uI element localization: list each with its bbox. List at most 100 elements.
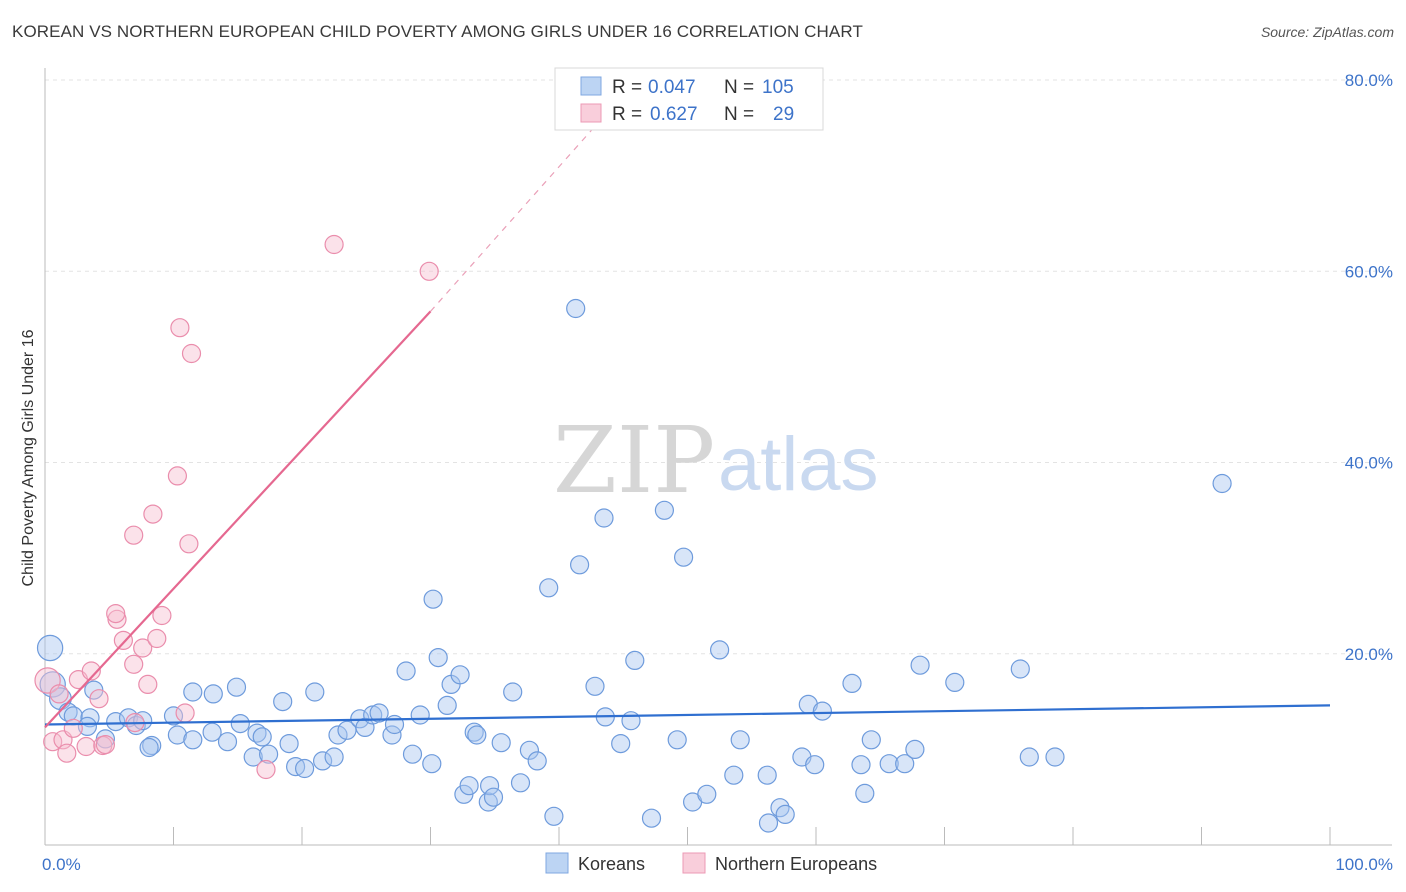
korean-point — [879, 754, 899, 774]
northern-european-point — [133, 638, 153, 658]
korean-point — [450, 665, 470, 685]
korean-point — [279, 733, 299, 754]
korean-point — [855, 783, 875, 804]
korean-point — [422, 754, 442, 774]
northern-european-point — [95, 734, 116, 755]
trend-line-koreans — [44, 704, 1331, 726]
korean-point — [464, 722, 484, 742]
northern-european-point — [49, 684, 69, 704]
korean-point — [273, 691, 293, 712]
korean-point — [410, 705, 430, 725]
korean-point — [183, 682, 203, 702]
korean-point — [142, 735, 162, 756]
korean-point — [259, 744, 279, 764]
northern-european-point — [124, 654, 144, 674]
korean-point — [1045, 747, 1065, 767]
axes — [44, 68, 1392, 846]
korean-point — [167, 725, 187, 745]
legend-n-label-koreans: N = — [724, 77, 754, 98]
trend-line-northern-europeans — [44, 310, 432, 729]
legend-r-label-northern-europeans: R = — [612, 104, 642, 125]
x-tick-label: 100.0% — [1335, 855, 1393, 874]
korean-point — [324, 747, 344, 767]
korean-point — [230, 713, 250, 734]
korean-point — [202, 722, 222, 742]
legend-n-value-koreans: 105 — [762, 77, 794, 98]
korean-point — [305, 682, 325, 702]
northern-european-point — [256, 759, 276, 780]
korean-point — [566, 298, 586, 319]
korean-point — [437, 695, 457, 716]
korean-point — [106, 711, 126, 732]
korean-point — [697, 784, 717, 804]
northern-european-point — [181, 343, 202, 364]
korean-point — [569, 555, 590, 575]
korean-point — [805, 755, 825, 775]
korean-point — [467, 725, 487, 745]
bottom-legend-northern-europeans: Northern Europeans — [715, 854, 877, 874]
y-axis-label: Child Poverty Among Girls Under 16 — [20, 329, 37, 586]
korean-point — [519, 740, 540, 760]
korean-point — [1212, 473, 1232, 494]
y-tick-labels: 20.0% 40.0% 60.0% 80.0% — [1345, 71, 1393, 664]
x-tick-label: 0.0% — [42, 855, 81, 874]
korean-point — [243, 747, 263, 767]
northern-european-point — [175, 703, 195, 723]
korean-point — [544, 806, 564, 826]
korean-point — [594, 508, 614, 528]
korean-point — [709, 640, 730, 660]
korean-point — [812, 701, 833, 721]
korean-point — [139, 737, 159, 758]
korean-point — [428, 647, 448, 668]
bottom-legend-swatch-northern-europeans — [682, 852, 706, 874]
northern-european-point — [63, 718, 83, 738]
northern-european-point — [179, 534, 199, 554]
northern-european-point — [81, 661, 101, 681]
korean-point — [491, 733, 511, 753]
northern-european-point — [57, 743, 77, 763]
legend-r-value-northern-europeans: 0.627 — [650, 104, 698, 125]
legend-r-value-koreans: 0.047 — [648, 77, 696, 98]
korean-point — [851, 755, 871, 775]
northern-european-point — [76, 736, 96, 757]
legend-swatch-koreans — [580, 76, 602, 96]
northern-european-point — [167, 466, 187, 486]
korean-point — [758, 813, 779, 833]
northern-european-point — [138, 674, 158, 695]
legend-r-label-koreans: R = — [612, 77, 642, 98]
y-tick-label: 20.0% — [1345, 645, 1393, 664]
bottom-legend: Koreans Northern Europeans — [545, 852, 877, 874]
chart-title: KOREAN VS NORTHERN EUROPEAN CHILD POVERT… — [12, 22, 863, 41]
korean-point — [483, 787, 504, 807]
korean-point — [396, 661, 416, 681]
northern-european-point — [324, 234, 344, 255]
korean-point — [217, 732, 238, 752]
korean-point — [247, 723, 267, 743]
korean-point — [226, 677, 247, 697]
korean-point — [402, 744, 423, 764]
korean-point — [861, 730, 881, 750]
legend-n-label-northern-europeans: N = — [724, 104, 754, 125]
y-tick-label: 80.0% — [1345, 71, 1393, 90]
legend-swatch-northern-europeans — [580, 103, 602, 123]
korean-point — [905, 739, 925, 760]
korean-point — [945, 672, 965, 693]
korean-point — [295, 758, 315, 779]
source-label: Source: ZipAtlas.com — [1260, 24, 1394, 40]
korean-point — [611, 733, 631, 754]
northern-european-point — [419, 261, 439, 281]
korean-point — [730, 730, 750, 750]
northern-european-point — [143, 504, 163, 524]
legend: R = 0.047 N = 105 R = 0.627 N = 29 — [554, 67, 824, 131]
korean-point — [895, 754, 915, 774]
korean-point — [724, 765, 744, 785]
korean-point — [1019, 747, 1039, 767]
korean-point — [459, 776, 479, 796]
korean-point — [510, 773, 531, 793]
northern-european-point — [113, 630, 134, 651]
bottom-legend-swatch-koreans — [545, 852, 569, 874]
korean-point — [328, 725, 348, 745]
korean-point — [654, 500, 675, 520]
korean-point — [757, 765, 777, 785]
grid-lines — [45, 79, 1392, 655]
